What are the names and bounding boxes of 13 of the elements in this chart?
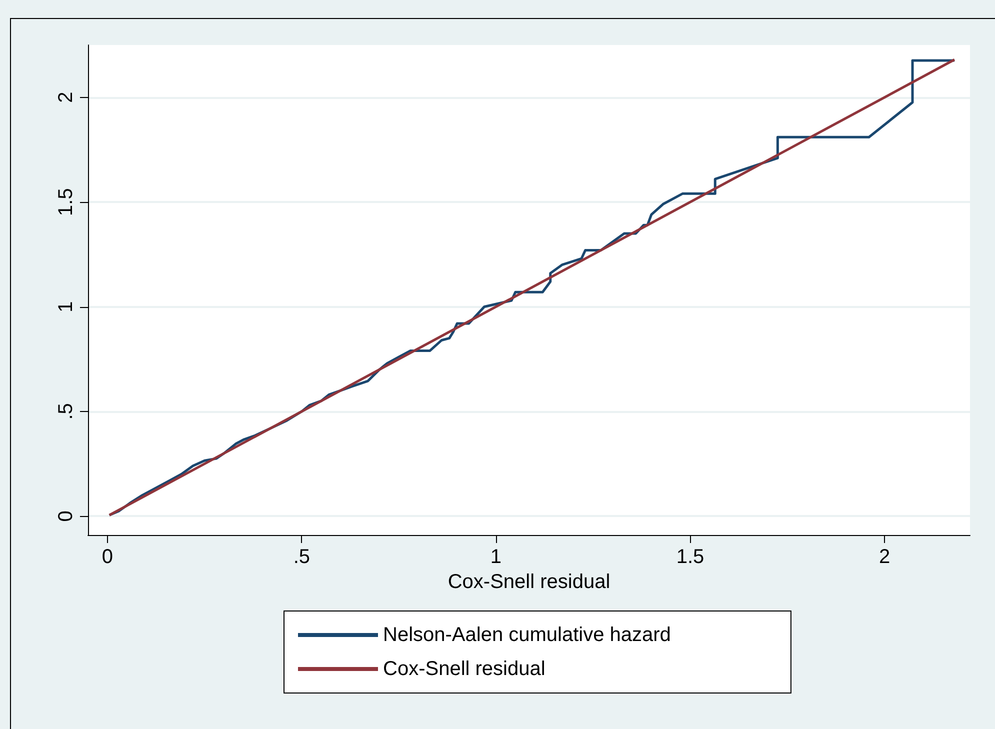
y-tick-label: 0 <box>55 510 77 522</box>
y-tick-label: .5 <box>55 403 77 420</box>
x-tick-label: 1 <box>490 546 502 568</box>
y-tick-label: 2 <box>55 92 77 103</box>
x-axis-title: Cox-Snell residual <box>448 570 610 593</box>
legend-label: Cox-Snell residual <box>383 658 546 680</box>
legend-label: Nelson-Aalen cumulative hazard <box>383 624 671 646</box>
x-tick-label: 0 <box>102 546 113 568</box>
x-tick-label: 2 <box>878 546 890 568</box>
y-tick-label: 1 <box>55 301 77 312</box>
x-tick-label: 1.5 <box>676 546 704 568</box>
x-tick-label: .5 <box>293 546 310 568</box>
y-tick-label: 1.5 <box>55 188 77 216</box>
